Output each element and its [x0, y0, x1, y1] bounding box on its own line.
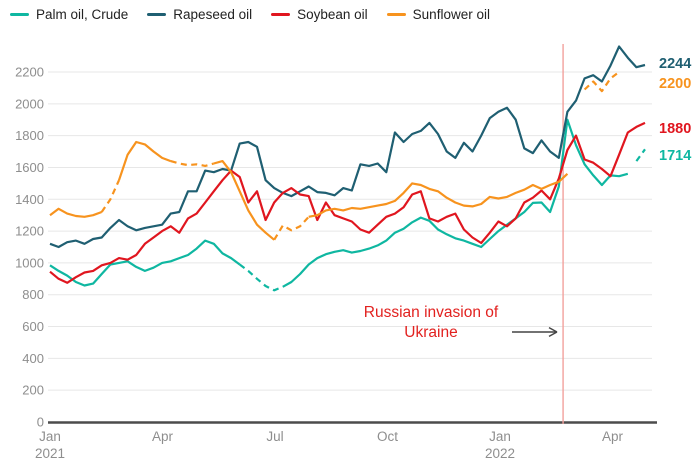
series-line-rapeseed-oil: [49, 45, 646, 249]
y-axis-tick-label: 2200: [15, 65, 44, 80]
series-line-palm-oil-crude: [49, 239, 241, 287]
legend-label: Rapeseed oil: [173, 7, 253, 22]
y-axis-tick-label: 1800: [15, 128, 44, 143]
y-axis-tick-label: 1200: [15, 224, 44, 239]
legend-label: Sunflower oil: [412, 7, 490, 22]
x-axis-tick-label: Apr: [602, 429, 624, 444]
series-line-sunflower-oil: [100, 179, 121, 213]
series-end-value-label: 1714: [659, 148, 691, 164]
legend-swatch: [386, 13, 406, 16]
y-axis-tick-label: 1600: [15, 160, 44, 175]
annotation-arrowhead: [548, 326, 558, 333]
x-axis-tick-label: Jan: [39, 429, 61, 444]
y-axis-tick-label: 1400: [15, 192, 44, 207]
series-line-sunflower-oil: [273, 216, 310, 241]
x-axis-tick-label: Apr: [152, 429, 174, 444]
legend-swatch: [147, 13, 167, 16]
series-line-palm-oil-crude: [282, 118, 629, 288]
legend: Palm oil, Crude Rapeseed oil Soybean oil Su…: [10, 7, 490, 22]
y-axis-tick-label: 600: [22, 319, 44, 334]
annotation-text-line2: Ukraine: [404, 324, 457, 341]
legend-label: Palm oil, Crude: [36, 7, 129, 22]
y-axis-tick-label: 0: [37, 415, 44, 430]
series-line-palm-oil-crude: [635, 148, 646, 162]
x-axis-year-label: 2022: [485, 446, 515, 461]
legend-item-sunflower-oil: Sunflower oil: [386, 7, 490, 22]
legend-item-soybean-oil: Soybean oil: [271, 7, 368, 22]
y-axis-tick-label: 400: [22, 351, 44, 366]
y-axis-tick-label: 2000: [15, 96, 44, 111]
legend-swatch: [271, 13, 291, 16]
series-line-sunflower-oil: [170, 160, 215, 167]
series-line-palm-oil-crude: [239, 263, 284, 292]
legend-item-rapeseed-oil: Rapeseed oil: [147, 7, 252, 22]
legend-swatch: [10, 13, 29, 16]
legend-label: Soybean oil: [297, 7, 368, 22]
annotation-text-line1: Russian invasion of: [364, 304, 499, 321]
annotation-arrowhead: [548, 331, 558, 338]
series-line-sunflower-oil: [117, 140, 172, 181]
series-line-sunflower-oil: [583, 71, 620, 93]
series-line-sunflower-oil: [213, 160, 275, 241]
x-axis-tick-label: Jul: [266, 429, 283, 444]
series-line-sunflower-oil: [49, 207, 103, 218]
series-end-value-label: 2244: [659, 56, 691, 72]
series-line-sunflower-oil: [308, 172, 569, 218]
x-axis-year-label: 2021: [35, 446, 65, 461]
series-end-value-label: 1880: [659, 121, 691, 137]
y-axis-tick-label: 800: [22, 287, 44, 302]
x-axis-tick-label: Jan: [489, 429, 511, 444]
y-axis-tick-label: 200: [22, 383, 44, 398]
series-line-soybean-oil: [49, 121, 646, 284]
series-end-value-label: 2200: [659, 76, 691, 92]
y-axis-tick-label: 1000: [15, 255, 44, 270]
legend-item-palm-oil-crude: Palm oil, Crude: [10, 7, 128, 22]
x-axis-tick-label: Oct: [377, 429, 398, 444]
